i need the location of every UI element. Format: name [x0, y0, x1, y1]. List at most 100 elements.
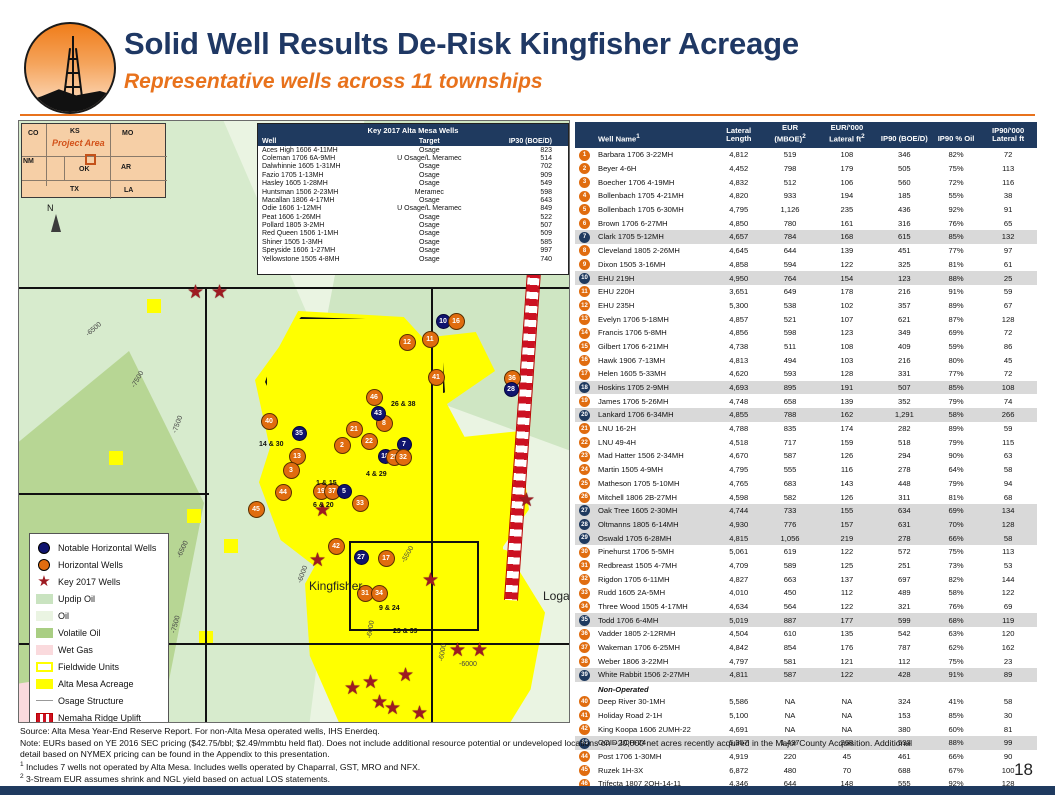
table-row[interactable]: 5 Bollenbach 1705 6-30MH 4,795 1,126 235 436 9… [575, 203, 1037, 217]
cell-ip90-per-1000ft: 113 [1002, 547, 1015, 557]
cell-eur-mboe: 594 [783, 259, 797, 269]
table-row[interactable]: 6 Brown 1706 6-27MH 4,850 780 161 316 76% 65 [575, 216, 1037, 230]
table-row[interactable]: 25 Matheson 1705 5-10MH 4,765 683 143 448 79% 9… [575, 476, 1037, 490]
row-index-badge: 32 [575, 572, 594, 586]
table-row[interactable]: 36 Vadder 1805 2-12RMH 4,504 610 135 542 63% 12… [575, 627, 1037, 641]
cell-eur-per-1000ft: 176 [840, 643, 854, 653]
well-marker-3[interactable]: 3 [282, 461, 300, 479]
table-row[interactable]: 23 Mad Hatter 1506 2-34MH 4,670 587 126 294 90… [575, 449, 1037, 463]
table-row[interactable]: 27 Oak Tree 1605 2-30MH 4,744 733 155 634 69% 1… [575, 503, 1037, 518]
well-marker-2[interactable]: 2 [333, 436, 351, 454]
well-marker-21[interactable]: 21 [345, 420, 363, 438]
well-marker-37[interactable]: 37 [323, 482, 341, 500]
table-row[interactable]: 24 Martin 1505 4-9MH 4,795 555 116 278 64% 58 [575, 463, 1037, 477]
cell-ip90-per-1000ft: 30 [1003, 710, 1013, 720]
table-row[interactable]: 10 EHU 219H 4,950 764 154 123 88% 25 [575, 271, 1037, 285]
table-row[interactable]: 44 Post 1706 1-30MH 4,919 220 45 461 66% 90 [575, 750, 1037, 764]
table-row[interactable]: 31 Redbreast 1505 4-7MH 4,709 589 125 251 73% 5… [575, 559, 1037, 573]
well-marker-22[interactable]: 22 [360, 432, 378, 450]
cell-well-name: Oak Tree 1605 2-30MH [594, 503, 716, 518]
well-marker-12[interactable]: 12 [398, 333, 416, 351]
cell-ip90-boed: 436 [897, 205, 911, 215]
table-row[interactable]: 34 Three Wood 1505 4-17MH 4,634 564 122 321 76… [575, 600, 1037, 614]
project-area-box [85, 154, 96, 165]
well-marker-10[interactable]: 10 [435, 313, 451, 329]
legend-label: Horizontal Wells [58, 559, 123, 570]
table-row[interactable]: 4 Bollenbach 1705 4-21MH 4,820 933 194 185 55%… [575, 189, 1037, 203]
cell-ip90-per-1000ft: 134 [979, 503, 1037, 518]
cell-ip90-per-1000ft: 63 [1003, 451, 1013, 461]
key-cell-well: Peat 1606 1-26MH [262, 213, 321, 221]
table-row[interactable]: 8 Cleveland 1805 2-26MH 4,645 644 139 451 77% 9… [575, 244, 1037, 258]
table-row[interactable]: 16 Hawk 1906 7-13MH 4,813 494 103 216 80% 45 [575, 353, 1037, 367]
cell-ip90-per-1000ft: 23 [1003, 656, 1013, 666]
table-row[interactable]: 38 Weber 1806 3-22MH 4,797 581 121 112 75% 23 [575, 654, 1037, 668]
well-marker-34[interactable]: 34 [370, 584, 388, 602]
cell-eur-mboe: 587 [783, 451, 797, 461]
cell-ip90-pct-oil: 62% [948, 643, 964, 653]
table-row[interactable]: 29 Oswald 1705 6-28MH 4,815 1,056 219 278 66% 5… [575, 531, 1037, 545]
table-row[interactable]: 3 Boecher 1706 4-19MH 4,832 512 106 560 72% 116 [575, 175, 1037, 189]
company-logo [24, 22, 116, 114]
kingfisher-acreage-map[interactable]: -7500 -7500 -6500 -7000 -6500 -7500 -800… [18, 120, 570, 723]
well-marker-45[interactable]: 45 [247, 500, 265, 518]
table-row[interactable]: 2 Beyer 4-6H 4,452 798 179 505 75% 113 [575, 162, 1037, 176]
table-row[interactable]: 42 King Koopa 1606 2UMH-22 4,691 NA NA 380 60%… [575, 722, 1037, 736]
cell-eur-per-1000ft: 103 [840, 355, 854, 365]
table-row[interactable]: 14 Francis 1706 5-8MH 4,856 598 123 349 69% 72 [575, 326, 1037, 340]
table-row[interactable]: 33 Rudd 1605 2A-5MH 4,010 450 112 489 58% 122 [575, 586, 1037, 600]
table-row[interactable]: 22 LNU 49-4H 4,518 717 159 518 79% 115 [575, 435, 1037, 449]
row-index-badge: 39 [575, 668, 594, 682]
well-marker-43[interactable]: 43 [370, 405, 386, 421]
table-row[interactable]: 12 EHU 235H 5,300 538 102 357 89% 67 [575, 299, 1037, 313]
cell-eur-per-1000ft: 126 [840, 451, 854, 461]
well-marker-40[interactable]: 40 [260, 412, 278, 430]
table-row[interactable]: 11 EHU 220H 3,651 649 178 216 91% 59 [575, 285, 1037, 299]
table-row[interactable]: 37 Wakeman 1706 6-25MH 4,842 854 176 787 62% 16… [575, 641, 1037, 655]
table-row[interactable]: 41 Holiday Road 2-1H 5,100 NA NA 153 85% 30 [575, 709, 1037, 723]
well-marker-44[interactable]: 44 [274, 483, 292, 501]
well-marker-46[interactable]: 46 [365, 388, 383, 406]
table-row[interactable]: 40 Deep River 30-1MH 5,586 NA NA 324 41% 58 [575, 695, 1037, 709]
table-row[interactable]: 32 Rigdon 1705 6-11MH 4,827 663 137 697 82% 144 [575, 572, 1037, 586]
cell-eur-per-1000ft: 168 [818, 230, 876, 244]
table-row[interactable]: 28 Oltmanns 1805 6-14MH 4,930 776 157 631 70% 1… [575, 517, 1037, 532]
cell-lateral-length: 4,820 [729, 191, 749, 201]
table-row[interactable]: 18 Hoskins 1705 2-9MH 4,693 895 191 507 85% 108 [575, 380, 1037, 395]
table-row[interactable]: 35 Todd 1706 6-4MH 5,019 887 177 599 68% 119 [575, 613, 1037, 628]
table-row[interactable]: 46 Trifecta 1807 2OH-14-11 4,346 644 148 555 9… [575, 777, 1037, 791]
table-row[interactable]: 21 LNU 16-2H 4,788 835 174 282 89% 59 [575, 422, 1037, 436]
cell-eur-mboe: 581 [783, 656, 797, 666]
table-row[interactable]: 1 Barbara 1706 3-22MH 4,812 519 108 346 82% 72 [575, 148, 1037, 162]
table-row[interactable]: 20 Lankard 1706 6-34MH 4,855 788 162 1,291 58%… [575, 408, 1037, 422]
well-marker-35[interactable]: 35 [291, 425, 307, 441]
well-marker-16[interactable]: 16 [447, 312, 465, 330]
well-marker-33[interactable]: 33 [351, 494, 369, 512]
well-results-table[interactable]: Well Name1 Lateral Length EUR (MBOE)2 EUR… [575, 122, 1037, 791]
table-row[interactable]: 30 Pinehurst 1706 5-5MH 5,061 619 122 572 75% 1… [575, 545, 1037, 559]
table-row[interactable]: 19 James 1706 5-26MH 4,748 658 139 352 79% 74 [575, 394, 1037, 408]
well-marker-17[interactable]: 17 [377, 549, 395, 567]
table-row[interactable]: 45 Ruzek 1H-3X 6,872 480 70 688 67% 100 [575, 763, 1037, 777]
table-row[interactable]: 9 Dixon 1505 3-16MH 4,858 594 122 325 81% 61 [575, 257, 1037, 271]
cell-ip90-boed: 507 [875, 380, 933, 395]
table-row[interactable]: 43 OOID 1OH-24 5,357 1,437 268 533 88% 99 [575, 735, 1037, 750]
table-row[interactable]: 39 White Rabbit 1506 2-27MH 4,811 587 122 428… [575, 668, 1037, 682]
well-marker-32[interactable]: 32 [394, 448, 412, 466]
row-index-badge: 1 [575, 148, 594, 162]
cell-eur-mboe: 519 [783, 150, 797, 160]
well-marker-27[interactable]: 27 [353, 549, 369, 565]
table-row[interactable]: 26 Mitchell 1806 2B-27MH 4,598 582 126 311 81%… [575, 490, 1037, 504]
well-marker-42[interactable]: 42 [327, 537, 345, 555]
table-row[interactable]: 15 Gilbert 1706 6-21MH 4,738 511 108 409 59% 86 [575, 340, 1037, 354]
cell-eur-mboe: 784 [762, 230, 818, 244]
table-row[interactable]: 17 Helen 1605 5-33MH 4,620 593 128 331 77% 72 [575, 367, 1037, 381]
table-row[interactable]: 13 Evelyn 1706 5-18MH 4,857 521 107 621 87% 128 [575, 312, 1037, 326]
cell-ip90-boed: 542 [897, 629, 911, 639]
cell-ip90-pct-oil: 81% [948, 492, 964, 502]
table-row[interactable]: 7 Clark 1705 5-12MH 4,657 784 168 615 85% 132 [575, 230, 1037, 244]
well-marker-11[interactable]: 11 [421, 330, 439, 348]
well-marker-41[interactable]: 41 [427, 368, 445, 386]
well-marker-5[interactable]: 5 [336, 483, 352, 499]
well-marker-28[interactable]: 28 [503, 381, 519, 397]
